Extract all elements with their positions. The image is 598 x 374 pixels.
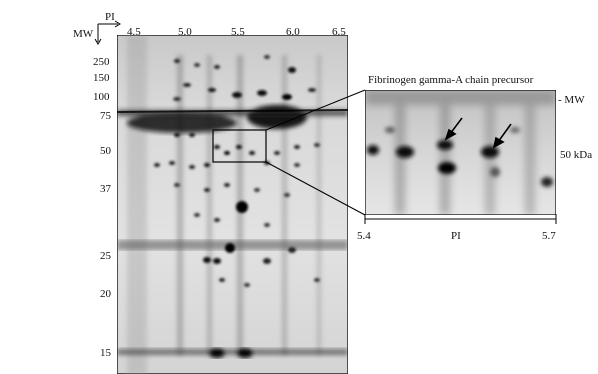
pi-tick-6-0: 6.0 <box>286 26 300 38</box>
pi-tick-5-0: 5.0 <box>178 26 192 38</box>
inset-pi-label: PI <box>451 230 461 242</box>
mw-tick-20: 20 <box>100 288 111 300</box>
mw-tick-100: 100 <box>93 91 110 103</box>
mw-tick-150: 150 <box>93 72 110 84</box>
arrow-icon-left <box>444 117 463 141</box>
mw-tick-250: 250 <box>93 56 110 68</box>
inset-pi-end: 5.7 <box>542 230 556 242</box>
zoom-inset-image <box>365 90 556 215</box>
mw-axis-label: MW <box>73 28 94 40</box>
mw-tick-25: 25 <box>100 250 111 262</box>
inset-pi-start: 5.4 <box>357 230 371 242</box>
mw-tick-37: 37 <box>100 183 111 195</box>
inset-mw-marker: - MW <box>558 94 585 106</box>
axis-corner-arrow-icon <box>94 20 121 45</box>
pi-tick-5-5: 5.5 <box>231 26 245 38</box>
mw-tick-50: 50 <box>100 145 111 157</box>
inset-title: Fibrinogen gamma-A chain precursor <box>368 74 534 86</box>
pi-tick-6-5: 6.5 <box>332 26 346 38</box>
mw-tick-75: 75 <box>100 110 111 122</box>
pi-axis-label: PI <box>105 11 115 23</box>
mw-tick-15: 15 <box>100 347 111 359</box>
inset-kda-label: 50 kDa <box>560 149 593 161</box>
gel-image <box>117 35 348 374</box>
arrow-icon-right <box>492 123 512 149</box>
pi-tick-4-5: 4.5 <box>127 26 141 38</box>
